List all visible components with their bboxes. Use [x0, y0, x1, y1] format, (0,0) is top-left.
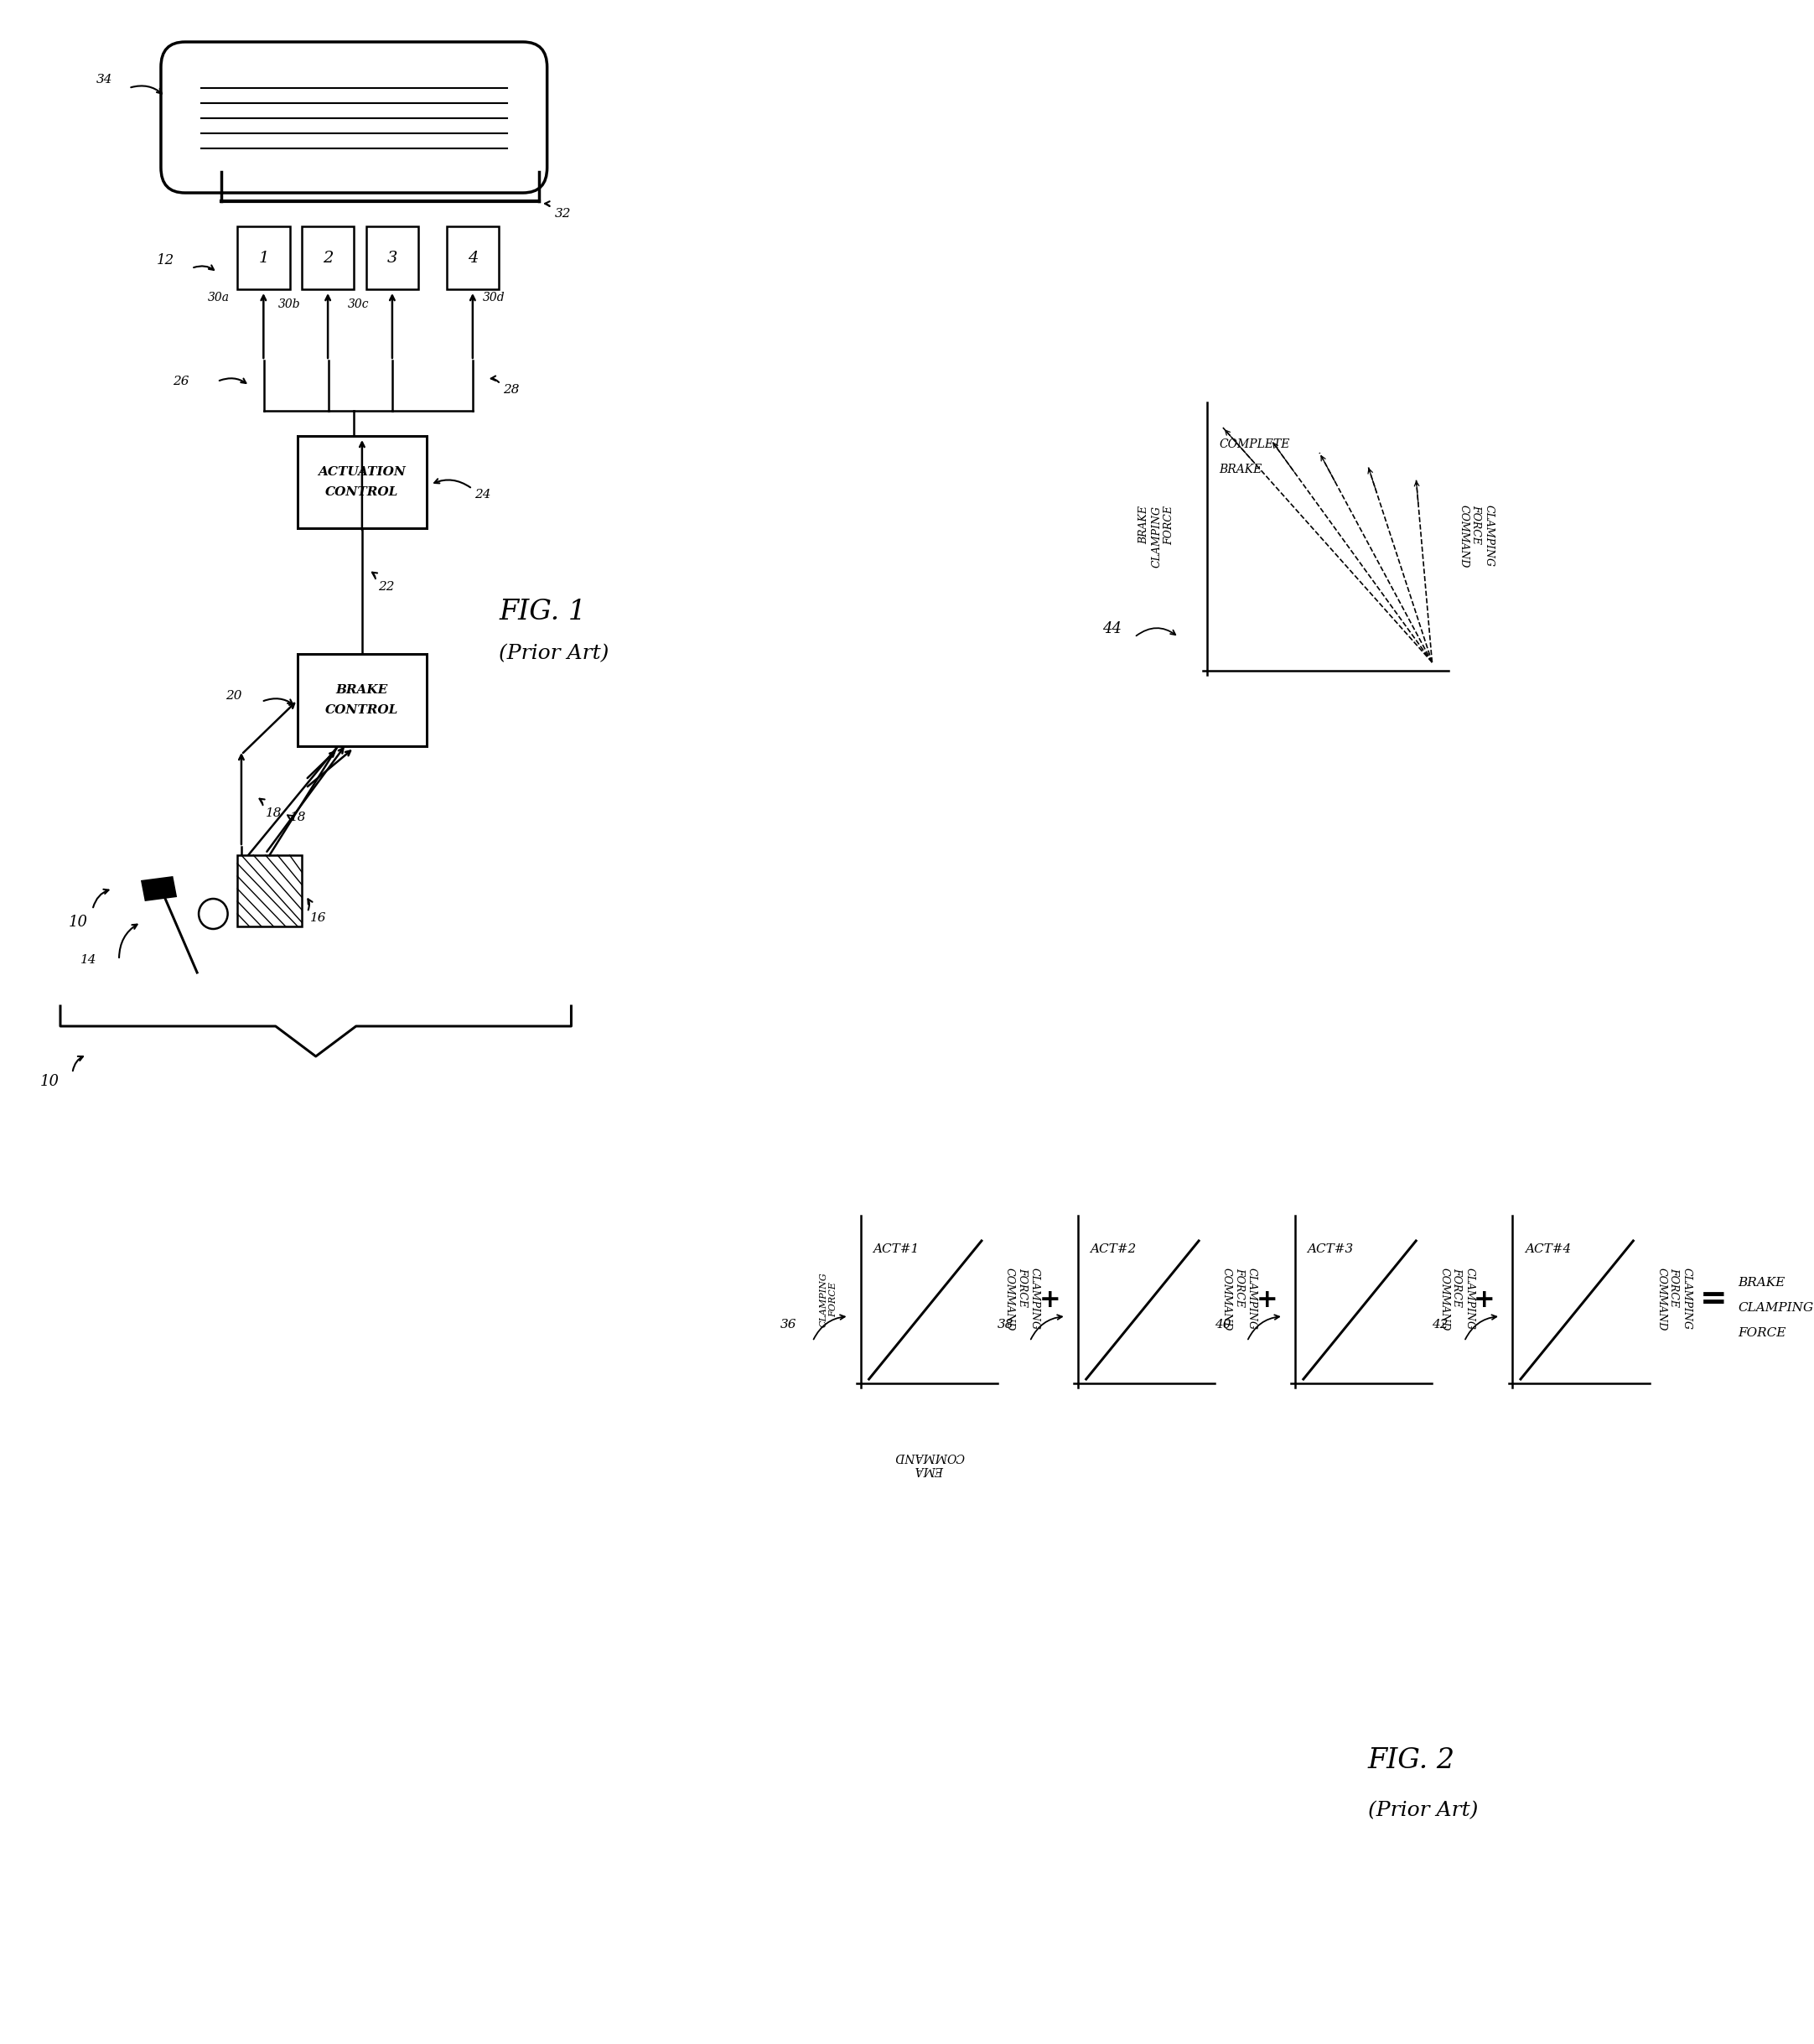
- Text: (Prior Art): (Prior Art): [1368, 1801, 1478, 1821]
- Polygon shape: [141, 877, 178, 901]
- Text: ACTUATION: ACTUATION: [317, 466, 406, 478]
- FancyBboxPatch shape: [297, 435, 426, 527]
- Text: 30c: 30c: [348, 298, 368, 311]
- FancyBboxPatch shape: [301, 227, 354, 290]
- Text: 44: 44: [1103, 621, 1121, 636]
- Text: ACT#3: ACT#3: [1308, 1243, 1353, 1255]
- FancyBboxPatch shape: [161, 43, 548, 192]
- Text: 34: 34: [96, 74, 112, 86]
- Text: 38: 38: [998, 1318, 1014, 1331]
- Text: 2: 2: [323, 249, 334, 266]
- Text: 32: 32: [555, 208, 571, 219]
- Text: 36: 36: [780, 1318, 796, 1331]
- Text: FIG. 1: FIG. 1: [499, 599, 586, 625]
- Text: ACT#1: ACT#1: [873, 1243, 920, 1255]
- Text: 20: 20: [225, 691, 241, 701]
- Text: 30b: 30b: [278, 298, 301, 311]
- Text: 22: 22: [377, 580, 394, 593]
- FancyBboxPatch shape: [446, 227, 499, 290]
- Text: CONTROL: CONTROL: [325, 705, 399, 715]
- Text: FORCE: FORCE: [1738, 1327, 1787, 1339]
- Text: CLAMPING: CLAMPING: [1738, 1302, 1814, 1314]
- FancyBboxPatch shape: [238, 854, 301, 926]
- Text: CLAMPING
FORCE
COMMAND: CLAMPING FORCE COMMAND: [1221, 1267, 1257, 1331]
- Text: +: +: [1257, 1288, 1277, 1312]
- Text: 10: 10: [69, 914, 87, 930]
- Text: BRAKE: BRAKE: [1738, 1278, 1785, 1288]
- Text: EMA
COMMAND: EMA COMMAND: [894, 1451, 965, 1476]
- Text: COMPLETE: COMPLETE: [1219, 439, 1290, 450]
- Text: BRAKE: BRAKE: [1219, 464, 1263, 476]
- Text: 18: 18: [265, 807, 281, 820]
- Text: +: +: [1039, 1288, 1061, 1312]
- FancyBboxPatch shape: [238, 227, 290, 290]
- Text: +: +: [1473, 1288, 1495, 1312]
- Text: CLAMPING
FORCE
COMMAND: CLAMPING FORCE COMMAND: [1005, 1267, 1039, 1331]
- Text: BRAKE
CLAMPING
FORCE: BRAKE CLAMPING FORCE: [1139, 505, 1175, 568]
- Text: CLAMPING
FORCE
COMMAND: CLAMPING FORCE COMMAND: [1458, 505, 1495, 568]
- Text: 4: 4: [468, 249, 477, 266]
- Text: BRAKE: BRAKE: [336, 685, 388, 695]
- Text: 18: 18: [290, 811, 307, 824]
- Text: 42: 42: [1431, 1318, 1448, 1331]
- Text: 24: 24: [475, 489, 492, 501]
- Text: 26: 26: [172, 376, 189, 386]
- Text: 30a: 30a: [207, 292, 229, 303]
- Text: ACT#4: ACT#4: [1524, 1243, 1571, 1255]
- Text: (Prior Art): (Prior Art): [499, 644, 610, 664]
- Text: ACT#2: ACT#2: [1090, 1243, 1137, 1255]
- Text: CONTROL: CONTROL: [325, 486, 399, 499]
- Text: CLAMPING
FORCE
COMMAND: CLAMPING FORCE COMMAND: [1656, 1267, 1692, 1331]
- FancyBboxPatch shape: [297, 654, 426, 746]
- Text: 28: 28: [502, 384, 519, 397]
- Text: 3: 3: [386, 249, 397, 266]
- Text: CLAMPING
FORCE: CLAMPING FORCE: [820, 1271, 838, 1327]
- FancyBboxPatch shape: [366, 227, 419, 290]
- Text: 40: 40: [1215, 1318, 1232, 1331]
- Text: FIG. 2: FIG. 2: [1368, 1748, 1455, 1774]
- Text: 12: 12: [156, 253, 174, 268]
- Text: 30d: 30d: [483, 292, 504, 303]
- Text: 14: 14: [80, 955, 96, 967]
- Text: CLAMPING
FORCE
COMMAND: CLAMPING FORCE COMMAND: [1439, 1267, 1475, 1331]
- Text: 10: 10: [40, 1073, 60, 1089]
- Text: =: =: [1700, 1284, 1727, 1316]
- Text: 1: 1: [258, 249, 268, 266]
- Text: 16: 16: [310, 912, 327, 924]
